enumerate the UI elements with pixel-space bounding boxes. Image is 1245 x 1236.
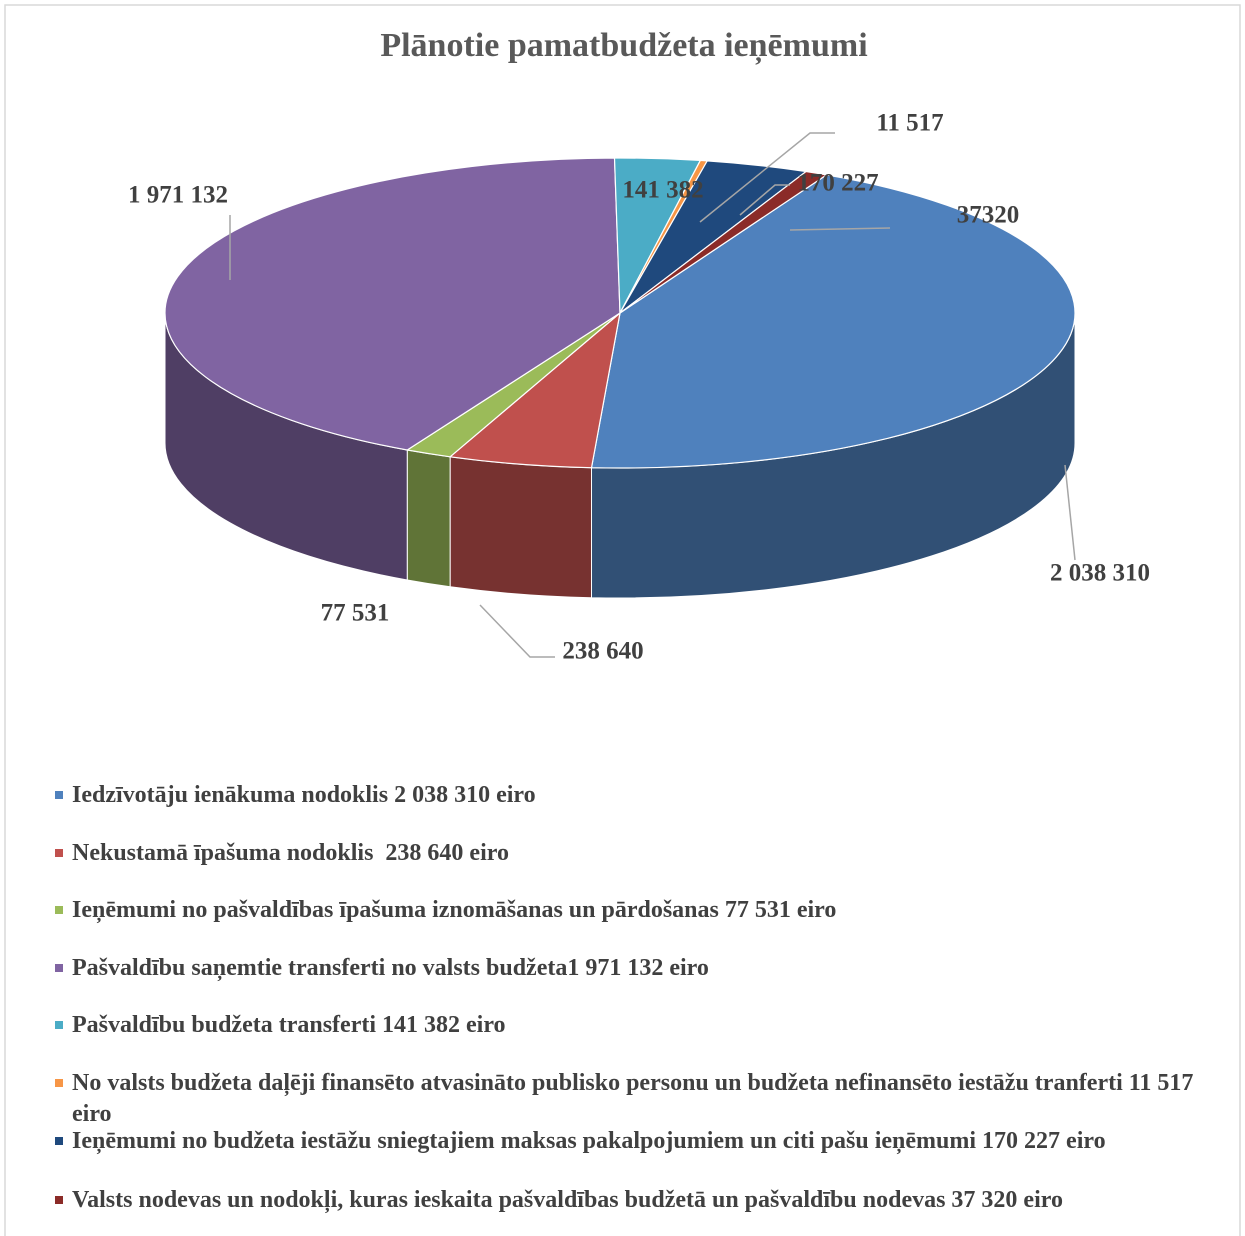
legend-item: Pašvaldību saņemtie transferti no valsts… — [55, 953, 1230, 984]
leader-line — [479, 604, 555, 658]
legend-label: Ieņēmumi no budžeta iestāžu sniegtajiem … — [72, 1128, 1106, 1154]
legend-item: Pašvaldību budžeta transferti 141 382 ei… — [55, 1010, 1230, 1041]
chart-title: Plānotie pamatbudžeta ieņēmumi — [380, 27, 867, 65]
legend-label: Nekustamā īpašuma nodoklis 238 640 eiro — [72, 840, 509, 866]
data-label: 1 971 132 — [128, 182, 228, 209]
pie-side — [406, 449, 451, 588]
legend-swatch — [55, 964, 63, 972]
chart-border — [4, 4, 1241, 1236]
pie-slice — [590, 174, 1076, 469]
legend-item: Ieņēmumi no budžeta iestāžu sniegtajiem … — [55, 1126, 1230, 1157]
legend-label: Pašvaldību saņemtie transferti no valsts… — [72, 955, 709, 981]
legend-swatch — [55, 849, 63, 857]
data-label: 238 640 — [562, 638, 643, 665]
pie-slice — [164, 157, 621, 451]
leader-line — [1064, 464, 1076, 561]
legend-swatch — [55, 791, 63, 799]
leader-line — [699, 132, 835, 223]
legend-label: No valsts budžeta daļēji finansēto atvas… — [72, 1070, 1200, 1127]
data-label: 170 227 — [797, 170, 878, 197]
legend-item: No valsts budžeta daļēji finansēto atvas… — [55, 1068, 1230, 1130]
leader-line — [789, 227, 891, 231]
pie-slice — [619, 170, 829, 314]
legend-label: Iedzīvotāju ienākuma nodoklis 2 038 310 … — [72, 782, 536, 808]
legend-label: Ieņēmumi no pašvaldības īpašuma iznomāša… — [72, 897, 837, 923]
legend-label: Valsts nodevas un nodokļi, kuras ieskait… — [72, 1187, 1063, 1213]
legend-label: Pašvaldību budžeta transferti 141 382 ei… — [72, 1012, 506, 1038]
legend-swatch — [55, 906, 63, 914]
data-label: 141 382 — [622, 177, 703, 204]
legend-item: Ieņēmumi no pašvaldības īpašuma iznomāša… — [55, 895, 1230, 926]
leader-line — [739, 184, 790, 216]
legend-item: Valsts nodevas un nodokļi, kuras ieskait… — [55, 1185, 1230, 1216]
legend-swatch — [55, 1021, 63, 1029]
data-label: 11 517 — [876, 110, 943, 137]
pie-side — [449, 456, 593, 599]
legend-item: Nekustamā īpašuma nodoklis 238 640 eiro — [55, 838, 1230, 869]
data-label: 37320 — [957, 202, 1020, 229]
legend-swatch — [55, 1196, 63, 1204]
pie-slice — [448, 311, 621, 469]
legend-item: Iedzīvotāju ienākuma nodoklis 2 038 310 … — [55, 780, 1230, 811]
data-label: 77 531 — [321, 600, 390, 627]
data-label: 2 038 310 — [1050, 560, 1150, 587]
legend-swatch — [55, 1079, 63, 1087]
legend-swatch — [55, 1137, 63, 1145]
